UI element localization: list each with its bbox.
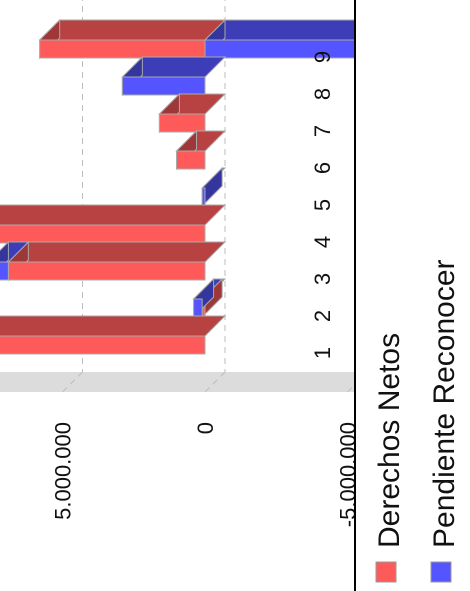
y-tick-label: 5.000.000 [51,422,76,520]
x-tick-label: 4 [310,236,335,248]
bar-front-face [158,113,206,133]
x-tick-label: 2 [310,310,335,322]
bar-front-face [7,261,206,281]
bar-top-face [203,19,378,41]
bar-top-face [38,19,227,41]
plot-area [0,0,394,393]
legend-label: Derechos Netos [373,333,406,548]
legend-swatch [430,561,452,583]
bar-front-face [176,150,206,170]
x-tick-label: 9 [310,51,335,63]
legend: Derechos Netos Pendiente Reconocer [354,0,470,591]
x-tick-label: 1 [310,347,335,359]
x-tick-label: 7 [310,125,335,137]
bar-pendiente-reconocer [192,277,224,319]
bar-pendiente-reconocer [200,166,227,208]
x-tick-label: 5 [310,199,335,211]
gridline [62,371,83,393]
bar-derechos-netos [38,18,227,60]
bar-derechos-netos [0,204,227,244]
x-tick-label: 8 [310,88,335,100]
bar-top-face [7,241,227,263]
bar-derechos-netos [0,315,227,355]
legend-swatch [375,561,397,583]
bar-front-face [39,39,206,59]
bar-derechos-netos [7,240,227,282]
floor [0,372,394,392]
legend-item-pendiente-reconocer: Pendiente Reconocer [428,259,461,583]
legend-item-derechos-netos: Derechos Netos [373,333,406,583]
bar-pendiente-reconocer [0,240,30,281]
bar-pendiente-reconocer [203,18,378,60]
bar-top-face [0,204,227,226]
legend-box [354,0,470,591]
bar-front-face [0,335,206,355]
gridline [204,371,226,393]
legend-label: Pendiente Reconocer [428,259,461,548]
x-tick-label: 3 [310,273,335,285]
bar-derechos-netos [175,129,227,171]
bar-front-face [201,187,206,207]
y-tick-label: 0 [193,422,218,434]
bar-derechos-netos [158,92,227,134]
bar-top-face [0,315,227,337]
x-tick-label: 6 [310,162,335,174]
bar-front-face [0,224,206,244]
bar-front-face [121,76,206,96]
bar-front-face [0,261,9,281]
bar-front-face [193,298,203,318]
